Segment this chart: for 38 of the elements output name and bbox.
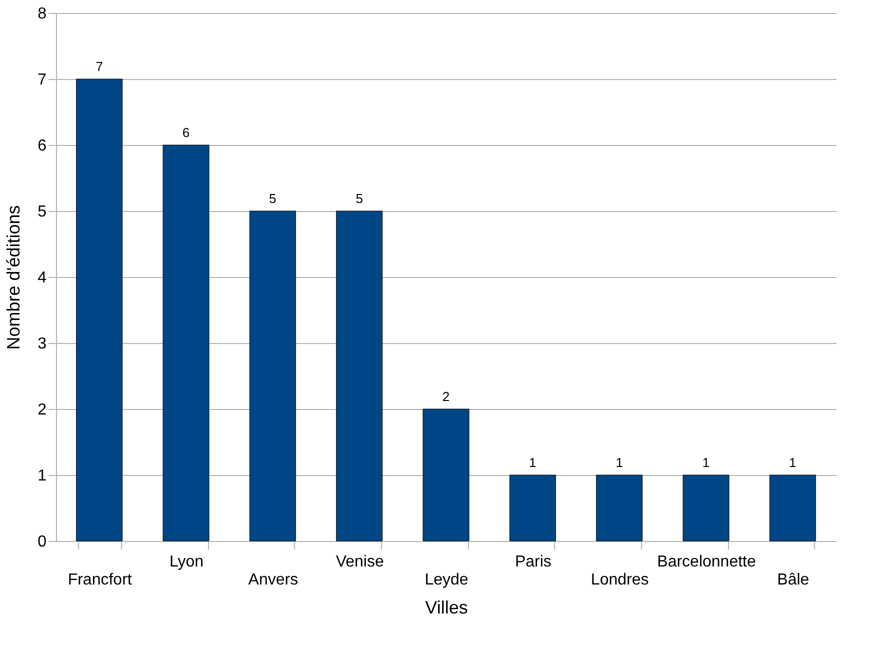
x-tick-label: Bâle — [777, 572, 810, 588]
x-tick-label: Lyon — [169, 554, 204, 570]
x-tick-label: Leyde — [424, 572, 468, 588]
bar — [249, 210, 296, 542]
y-tick-label: 8 — [38, 6, 47, 22]
y-tick-label: 4 — [38, 270, 47, 286]
bar — [769, 474, 816, 542]
data-label: 2 — [442, 389, 450, 404]
y-tick-label: 7 — [38, 72, 47, 88]
y-tick-label: 2 — [38, 402, 47, 418]
data-label: 1 — [789, 455, 796, 470]
y-tick-label: 6 — [38, 138, 47, 154]
bar — [162, 144, 210, 542]
y-tick-label: 5 — [38, 204, 47, 220]
y-tick-label: 0 — [38, 534, 47, 550]
y-tick-label: 3 — [38, 336, 47, 352]
x-tick-label: Paris — [514, 554, 552, 570]
bar — [422, 408, 470, 542]
x-tick-label: Anvers — [248, 572, 298, 588]
bar — [336, 210, 383, 542]
y-axis-title: Nombre d'éditions — [4, 205, 24, 350]
y-tick-label: 1 — [38, 468, 47, 484]
data-label: 1 — [529, 455, 536, 470]
bar — [596, 474, 643, 542]
data-label: 5 — [269, 191, 276, 206]
bar — [682, 474, 730, 542]
data-label: 1 — [616, 455, 623, 470]
bar — [509, 474, 556, 542]
data-label: 1 — [702, 455, 710, 470]
data-label: 7 — [96, 59, 103, 74]
x-tick-label: Francfort — [68, 572, 132, 588]
x-tick-label: Venise — [336, 554, 384, 570]
data-label: 5 — [356, 191, 363, 206]
x-axis-title: Villes — [425, 598, 468, 618]
x-tick-label: Londres — [590, 572, 649, 588]
data-label: 6 — [182, 125, 190, 140]
x-tick-label: Barcelonnette — [657, 554, 756, 570]
bar — [76, 78, 123, 542]
